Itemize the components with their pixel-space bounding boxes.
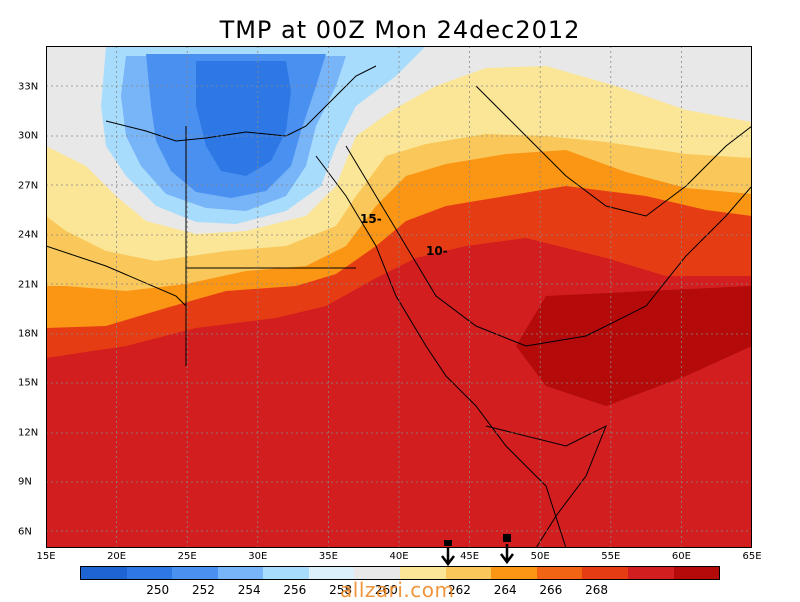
colorbar-swatch — [81, 567, 127, 579]
colorbar-label: 258 — [329, 583, 353, 597]
band-250 — [196, 61, 291, 176]
colorbar-swatch — [308, 567, 355, 579]
colorbar-label: 254 — [237, 583, 261, 597]
colorbar-swatch — [354, 567, 401, 579]
grid — [46, 46, 752, 548]
coastline-horn — [485, 424, 607, 548]
longitude-label: 30E — [248, 551, 268, 562]
colorbar-swatch — [673, 567, 720, 579]
longitude-label: 25E — [177, 551, 197, 562]
longitude-label: 65E — [742, 551, 762, 562]
longitude-label: 15E — [36, 551, 56, 562]
coastline-gulf — [475, 85, 752, 217]
colorbar-swatch — [263, 567, 309, 579]
down-arrow-icon — [441, 540, 455, 567]
contour-label-10: 10- — [426, 244, 448, 258]
colorbar-swatch — [491, 567, 537, 579]
colorbar-swatch — [582, 567, 628, 579]
longitude-label: 50E — [530, 551, 550, 562]
longitude-label: 20E — [107, 551, 127, 562]
latitude-label: 30N — [18, 130, 39, 142]
latitude-label: 6N — [18, 526, 32, 538]
longitude-label: 45E — [460, 551, 480, 562]
colorbar-label: 250 — [146, 583, 170, 597]
colorbar-label: 252 — [191, 583, 215, 597]
watermark: allzari.com — [340, 578, 455, 602]
longitude-label: 60E — [671, 551, 691, 562]
coastline-red-sea — [315, 155, 567, 548]
border-africa — [46, 245, 187, 307]
colorbar-label: 264 — [493, 583, 517, 597]
colorbar-swatch — [172, 567, 218, 579]
colorbar-label: 260 — [374, 583, 398, 597]
latitude-label: 15N — [18, 377, 39, 389]
latitude-label: 9N — [18, 476, 32, 488]
colorbar-swatch — [536, 567, 583, 579]
longitude-label: 35E — [318, 551, 338, 562]
colorbar-swatch — [217, 567, 264, 579]
colorbar-label: 266 — [539, 583, 563, 597]
page-title: TMP at 00Z Mon 24dec2012 — [219, 16, 581, 44]
temperature-map — [46, 46, 752, 548]
colorbar-swatch — [445, 567, 492, 579]
coastline-arabia — [345, 145, 752, 347]
latitude-label: 12N — [18, 427, 39, 439]
longitude-label: 40E — [389, 551, 409, 562]
latitude-label: 27N — [18, 180, 39, 192]
colorbar-swatch — [400, 567, 446, 579]
down-arrow-icon — [500, 534, 514, 565]
contour-label-15: 15- — [360, 212, 382, 226]
colorbar-label: 262 — [447, 583, 471, 597]
latitude-label: 21N — [18, 279, 39, 291]
colorbar-swatch — [126, 567, 173, 579]
colorbar — [80, 566, 720, 580]
latitude-label: 18N — [18, 328, 39, 340]
band-268-dark — [516, 286, 752, 406]
colorbar-swatch — [627, 567, 674, 579]
colorbar-label: 256 — [283, 583, 307, 597]
longitude-label: 55E — [601, 551, 621, 562]
latitude-label: 33N — [18, 81, 39, 93]
latitude-label: 24N — [18, 229, 39, 241]
colorbar-label: 268 — [585, 583, 609, 597]
